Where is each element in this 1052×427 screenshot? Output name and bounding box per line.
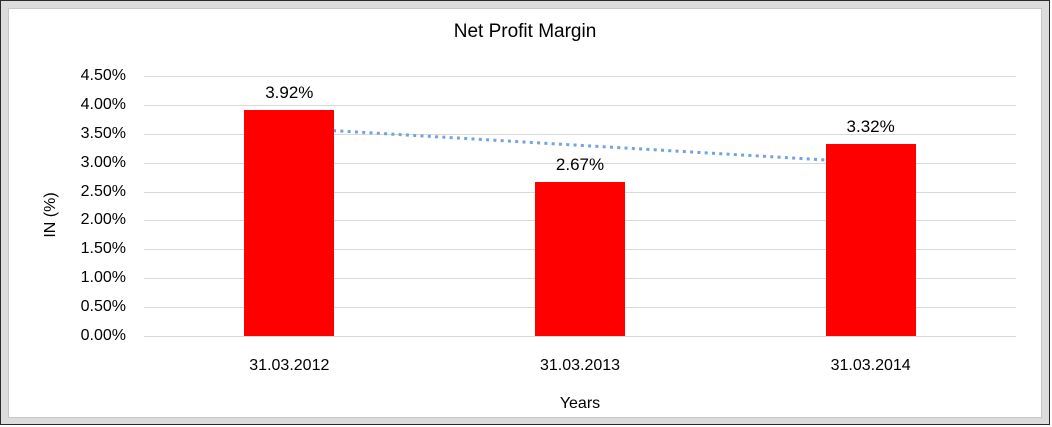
bar-31.03.2012	[244, 109, 335, 336]
y-tick-label: 2.50%	[80, 182, 126, 200]
x-axis-title: Years	[559, 395, 601, 412]
gridline	[144, 162, 1016, 164]
gridline	[144, 76, 1016, 77]
trendline	[289, 126, 871, 165]
y-tick-label: 4.50%	[80, 67, 126, 84]
y-tick-label: 3.00%	[80, 153, 126, 171]
gridline	[144, 336, 1016, 337]
y-tick-label: 1.00%	[80, 269, 126, 287]
gridline	[144, 104, 1016, 106]
y-tick-label: 0.00%	[80, 327, 126, 344]
y-tick-label: 3.50%	[80, 124, 126, 142]
gridline	[144, 133, 1016, 135]
x-tick-label: 31.03.2013	[539, 357, 621, 374]
bar-31.03.2013	[535, 181, 625, 336]
data-label: 2.67%	[555, 154, 605, 174]
y-tick-label: 4.00%	[80, 95, 126, 113]
plot-area	[144, 76, 1016, 337]
bar-31.03.2014	[825, 144, 916, 336]
y-tick-label: 0.50%	[80, 298, 126, 316]
x-tick-label: 31.03.2012	[249, 357, 330, 374]
data-label: 3.32%	[846, 117, 895, 137]
data-label: 3.92%	[265, 82, 314, 102]
chart-title: Net Profit Margin	[453, 21, 597, 42]
y-tick-label: 2.00%	[80, 211, 126, 229]
chart-area: Net Profit Margin IN (%) 0.00% 0.50% 1.00%…	[8, 8, 1042, 418]
y-tick-label: 1.50%	[80, 240, 126, 258]
x-tick-label: 31.03.2014	[830, 357, 911, 374]
